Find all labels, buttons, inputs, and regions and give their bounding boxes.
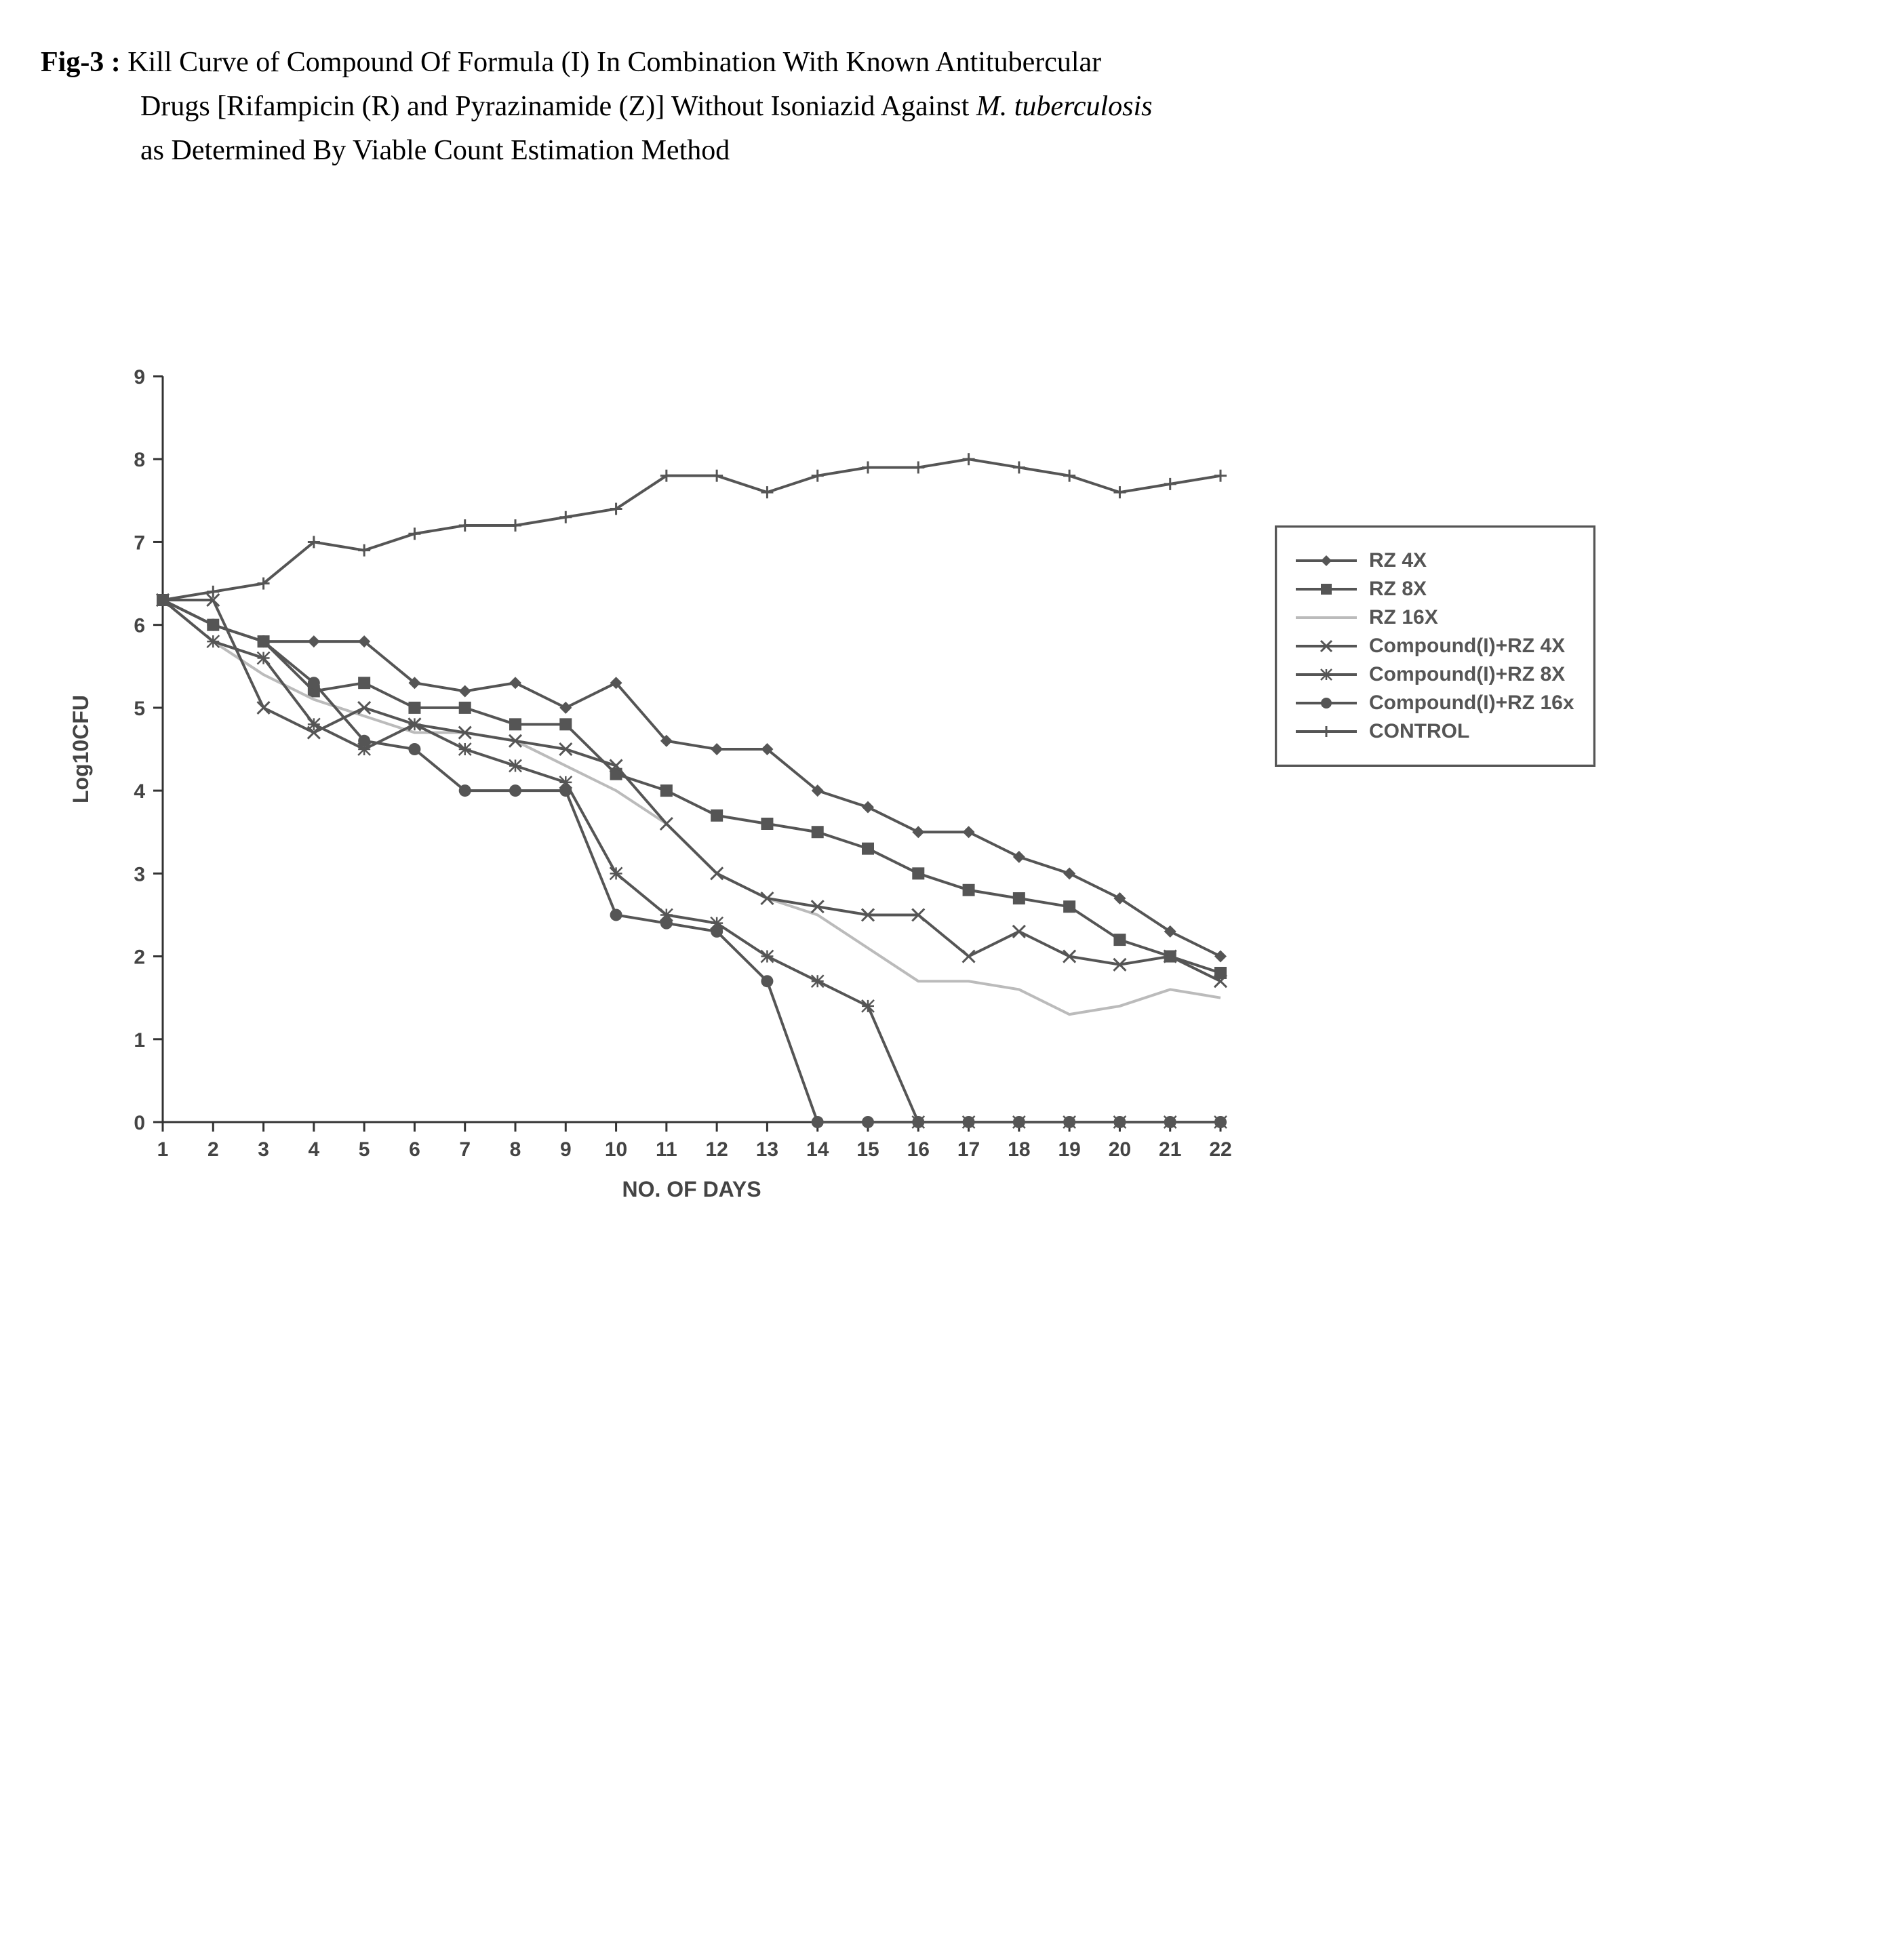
legend-label: Compound(I)+RZ 8X bbox=[1369, 663, 1565, 686]
legend-item: Compound(I)+RZ 4X bbox=[1296, 635, 1574, 658]
svg-text:3: 3 bbox=[134, 864, 145, 886]
svg-text:4: 4 bbox=[134, 780, 145, 803]
svg-text:15: 15 bbox=[856, 1138, 879, 1161]
svg-text:7: 7 bbox=[459, 1138, 471, 1161]
series-Compound(I)+RZ 4X bbox=[163, 600, 1221, 981]
svg-text:1: 1 bbox=[134, 1029, 145, 1052]
legend-label: RZ 4X bbox=[1369, 549, 1427, 572]
svg-text:22: 22 bbox=[1209, 1138, 1231, 1161]
chart-plot-block: 0123456789123456789101112131415161718192… bbox=[41, 349, 1248, 1248]
svg-text:14: 14 bbox=[806, 1138, 829, 1161]
svg-text:8: 8 bbox=[510, 1138, 521, 1161]
legend-label: CONTROL bbox=[1369, 720, 1469, 743]
svg-text:6: 6 bbox=[134, 615, 145, 637]
series-Compound(I)+RZ 8X bbox=[163, 600, 1221, 1122]
legend-item: RZ 16X bbox=[1296, 606, 1574, 629]
legend-label: Compound(I)+RZ 4X bbox=[1369, 635, 1565, 658]
svg-text:1: 1 bbox=[157, 1138, 169, 1161]
legend-item: Compound(I)+RZ 8X bbox=[1296, 663, 1574, 686]
legend-swatch-icon bbox=[1296, 664, 1357, 685]
title-italic: M. tuberculosis bbox=[976, 91, 1153, 122]
svg-text:9: 9 bbox=[560, 1138, 572, 1161]
legend-swatch-icon bbox=[1296, 721, 1357, 742]
chart-container: 0123456789123456789101112131415161718192… bbox=[41, 349, 1863, 1248]
svg-text:6: 6 bbox=[409, 1138, 420, 1161]
svg-text:12: 12 bbox=[705, 1138, 728, 1161]
svg-text:7: 7 bbox=[134, 532, 145, 555]
title-line3: as Determined By Viable Count Estimation… bbox=[140, 135, 730, 166]
svg-text:4: 4 bbox=[309, 1138, 320, 1161]
svg-text:Log10CFU: Log10CFU bbox=[68, 695, 93, 803]
svg-text:13: 13 bbox=[756, 1138, 778, 1161]
svg-text:16: 16 bbox=[907, 1138, 930, 1161]
legend-swatch-icon bbox=[1296, 607, 1357, 628]
legend-item: RZ 8X bbox=[1296, 578, 1574, 601]
svg-text:5: 5 bbox=[359, 1138, 370, 1161]
legend-swatch-icon bbox=[1296, 551, 1357, 571]
svg-text:NO. OF DAYS: NO. OF DAYS bbox=[622, 1177, 761, 1201]
series-RZ 8X bbox=[163, 600, 1221, 973]
svg-text:19: 19 bbox=[1058, 1138, 1080, 1161]
svg-text:21: 21 bbox=[1159, 1138, 1181, 1161]
svg-text:8: 8 bbox=[134, 450, 145, 472]
legend-item: CONTROL bbox=[1296, 720, 1574, 743]
legend-swatch-icon bbox=[1296, 693, 1357, 713]
legend-item: Compound(I)+RZ 16x bbox=[1296, 692, 1574, 715]
legend-swatch-icon bbox=[1296, 579, 1357, 599]
title-line1: Kill Curve of Compound Of Formula (I) In… bbox=[127, 47, 1101, 78]
svg-text:3: 3 bbox=[258, 1138, 269, 1161]
svg-text:5: 5 bbox=[134, 698, 145, 720]
svg-text:11: 11 bbox=[656, 1138, 677, 1161]
title-line2: Drugs [Rifampicin (R) and Pyrazinamide (… bbox=[140, 91, 969, 122]
svg-text:9: 9 bbox=[134, 366, 145, 388]
svg-text:10: 10 bbox=[605, 1138, 627, 1161]
chart-legend: RZ 4X RZ 8X RZ 16X Compound(I)+RZ 4X Compoun… bbox=[1275, 525, 1595, 767]
svg-text:20: 20 bbox=[1109, 1138, 1131, 1161]
figure-label: Fig-3 : bbox=[41, 47, 121, 78]
series-Compound(I)+RZ 16x bbox=[163, 600, 1221, 1122]
svg-text:2: 2 bbox=[134, 946, 145, 969]
svg-text:17: 17 bbox=[957, 1138, 980, 1161]
legend-label: RZ 8X bbox=[1369, 578, 1427, 601]
series-RZ 4X bbox=[163, 600, 1221, 957]
legend-label: Compound(I)+RZ 16x bbox=[1369, 692, 1574, 715]
svg-text:18: 18 bbox=[1008, 1138, 1030, 1161]
svg-text:0: 0 bbox=[134, 1112, 145, 1134]
figure-title: Fig-3 : Kill Curve of Compound Of Formul… bbox=[41, 41, 1736, 173]
svg-text:2: 2 bbox=[207, 1138, 219, 1161]
legend-item: RZ 4X bbox=[1296, 549, 1574, 572]
kill-curve-chart: 0123456789123456789101112131415161718192… bbox=[41, 349, 1248, 1244]
legend-swatch-icon bbox=[1296, 636, 1357, 656]
series-CONTROL bbox=[163, 460, 1221, 601]
legend-label: RZ 16X bbox=[1369, 606, 1438, 629]
